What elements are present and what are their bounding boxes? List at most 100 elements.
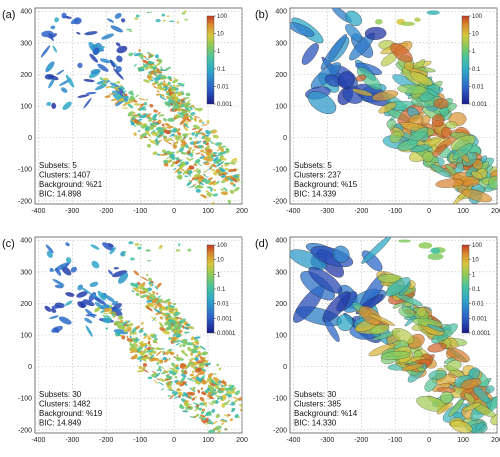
y-tick-label: 100 [275, 104, 287, 111]
cluster-ellipse [82, 299, 95, 307]
cluster-ellipse [206, 120, 210, 124]
cluster-ellipse [52, 45, 58, 53]
cluster-ellipse [448, 399, 464, 417]
y-tick-label: 200 [20, 72, 32, 79]
cluster-ellipse [164, 122, 170, 127]
cluster-ellipse [85, 91, 97, 95]
cluster-ellipse [194, 174, 201, 178]
cluster-ellipse [174, 316, 183, 320]
cluster-ellipse [170, 162, 175, 168]
cluster-ellipse [165, 162, 169, 167]
cluster-ellipse [152, 333, 156, 338]
cluster-ellipse [81, 287, 92, 295]
cluster-ellipse [102, 312, 109, 315]
cluster-ellipse [118, 97, 125, 102]
x-tick-label: 100 [202, 208, 214, 215]
cluster-ellipse [97, 290, 106, 301]
cluster-ellipse [244, 412, 249, 414]
cluster-ellipse [129, 30, 133, 33]
cluster-ellipse [164, 358, 169, 363]
cluster-ellipse [191, 148, 196, 152]
cluster-ellipse [133, 63, 137, 67]
cluster-ellipse [153, 379, 159, 385]
cluster-ellipse [217, 142, 223, 148]
cluster-ellipse [218, 367, 222, 371]
cluster-ellipse [445, 121, 458, 129]
cluster-ellipse [94, 301, 104, 310]
cluster-ellipse [121, 18, 126, 23]
cluster-ellipse [105, 86, 112, 89]
cluster-ellipse [433, 98, 449, 109]
cluster-ellipse [117, 88, 120, 92]
cluster-ellipse [167, 373, 170, 376]
cluster-ellipse [156, 292, 159, 295]
cluster-ellipse [70, 18, 80, 25]
cluster-ellipse [140, 322, 144, 325]
cluster-ellipse [163, 80, 166, 83]
cluster-ellipse [102, 242, 114, 251]
cluster-ellipse [129, 335, 132, 339]
cluster-ellipse [179, 318, 186, 324]
cluster-ellipse [65, 292, 75, 297]
colorbar-tick-label: 0.01 [217, 302, 229, 308]
x-tick-label: -100 [133, 208, 147, 215]
cluster-ellipse [210, 143, 216, 145]
cluster-ellipse [147, 340, 151, 345]
x-tick-label: 200 [491, 437, 500, 444]
cluster-ellipse [125, 320, 129, 323]
cluster-ellipse [195, 152, 201, 155]
cluster-ellipse [116, 80, 120, 84]
cluster-ellipse [209, 402, 214, 406]
cluster-ellipse [452, 143, 473, 160]
cluster-ellipse [145, 249, 151, 252]
cluster-ellipse [206, 192, 212, 198]
cluster-ellipse [138, 365, 143, 370]
cluster-ellipse [153, 121, 160, 125]
cluster-ellipse [209, 392, 218, 396]
cluster-ellipse [207, 412, 212, 416]
cluster-ellipse [208, 192, 214, 197]
cluster-ellipse [446, 347, 470, 363]
cluster-ellipse [129, 348, 137, 353]
cluster-ellipse [182, 137, 186, 140]
colorbar-tick-label: 0.001 [217, 316, 233, 322]
cluster-ellipse [190, 352, 193, 356]
cluster-ellipse [197, 107, 203, 112]
cluster-ellipse [165, 138, 173, 142]
cluster-ellipse [179, 113, 186, 116]
cluster-ellipse [180, 373, 187, 378]
cluster-ellipse [183, 327, 190, 330]
cluster-ellipse [418, 242, 433, 249]
cluster-ellipse [158, 381, 165, 386]
cluster-ellipse [138, 351, 144, 356]
cluster-ellipse [199, 402, 205, 406]
cluster-ellipse [199, 345, 206, 351]
cluster-ellipse [152, 120, 155, 123]
cluster-ellipse [237, 181, 240, 183]
cluster-ellipse [187, 377, 195, 382]
y-tick-label: 0 [283, 364, 287, 371]
y-tick-label: -200 [273, 198, 287, 205]
cluster-ellipse [171, 391, 179, 395]
cluster-ellipse [245, 420, 250, 423]
colorbar-tick-label: 0.001 [217, 102, 233, 108]
chart-panel-a: -400 -300 -200 -100 0 100 200 400 300 200 100 0 -100… [2, 7, 248, 215]
cluster-ellipse [133, 342, 139, 347]
cluster-ellipse [177, 170, 180, 173]
cluster-ellipse [214, 204, 222, 209]
x-tick-label: 200 [236, 208, 248, 215]
cluster-ellipse [117, 317, 123, 320]
cluster-ellipse [204, 414, 208, 417]
cluster-ellipse [180, 334, 183, 336]
cluster-ellipse [102, 77, 109, 81]
y-tick-label: -100 [273, 167, 287, 174]
cluster-ellipse [114, 332, 121, 337]
cluster-ellipse [162, 135, 167, 138]
cluster-ellipse [135, 337, 140, 342]
cluster-ellipse [196, 367, 199, 370]
cluster-ellipse [188, 406, 192, 409]
cluster-ellipse [119, 321, 126, 325]
cluster-ellipse [135, 94, 140, 98]
colorbar-tick-label: 100 [217, 243, 228, 249]
